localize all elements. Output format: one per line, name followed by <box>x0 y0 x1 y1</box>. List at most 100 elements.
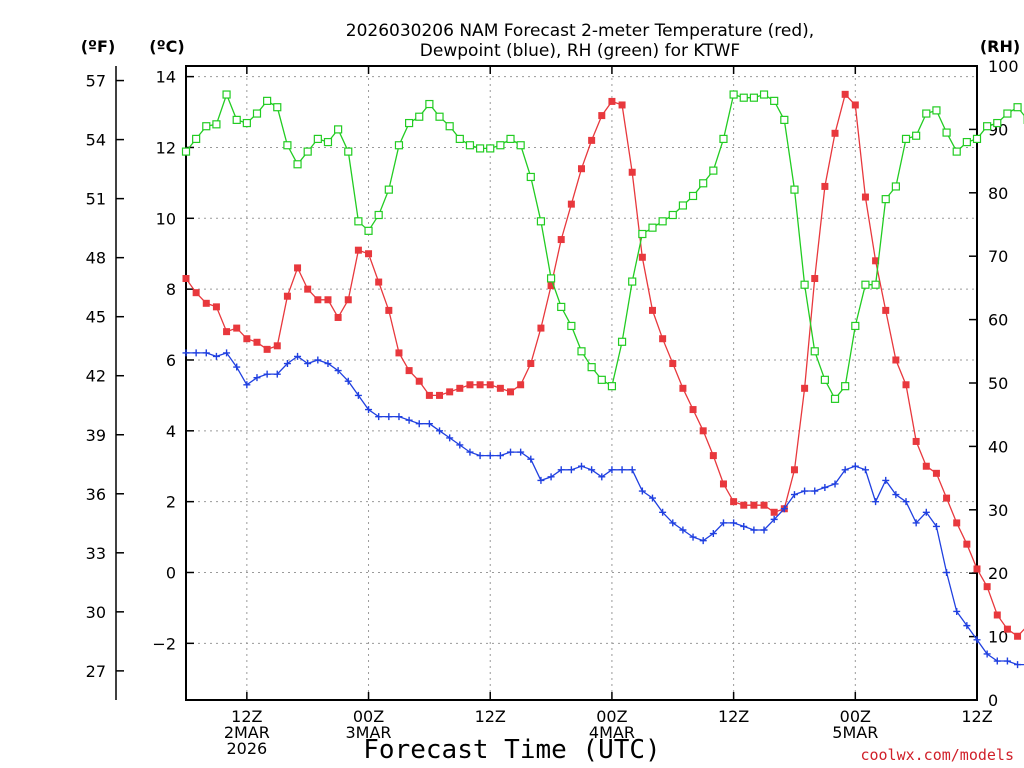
dewpoint-point <box>628 466 636 474</box>
temperature-point <box>243 335 251 343</box>
rh-point <box>993 118 1002 128</box>
rh-point <box>384 185 393 194</box>
temperature-point <box>283 292 291 300</box>
rh-point <box>202 122 211 131</box>
x-tick-label: 00Z <box>840 707 871 726</box>
dewpoint-point <box>648 494 656 502</box>
dewpoint-point <box>263 370 271 378</box>
temperature-point <box>659 335 667 343</box>
rh-point <box>709 166 718 175</box>
temperature-point <box>983 583 991 591</box>
chart-title-line2: Dewpoint (blue), RH (green) for KTWF <box>420 41 740 61</box>
temperature-point <box>405 367 413 375</box>
temperature-point <box>902 381 910 389</box>
series-layer <box>181 90 1024 669</box>
rh-point <box>526 172 535 182</box>
dewpoint-point <box>365 406 373 414</box>
temperature-point <box>314 296 322 304</box>
dewpoint-point <box>801 487 809 495</box>
rh-point <box>212 120 221 129</box>
dewpoint-point <box>983 650 991 658</box>
dewpoint-point <box>709 530 717 538</box>
celsius-axis-unit: (ºC) <box>149 37 184 56</box>
celsius-tick-label: −2 <box>152 634 176 653</box>
rh-tick-label: 40 <box>988 437 1008 456</box>
temperature-point <box>1003 625 1011 633</box>
temperature-point <box>943 494 951 502</box>
rh-point <box>546 274 556 283</box>
dewpoint-point <box>547 473 555 481</box>
celsius-tick-label: 0 <box>166 563 176 582</box>
temperature-point <box>527 360 535 368</box>
rh-point <box>242 118 251 128</box>
rh-point <box>273 103 282 112</box>
celsius-tick-label: 12 <box>156 138 176 157</box>
temperature-point <box>953 519 961 527</box>
dewpoint-point <box>912 519 920 527</box>
dewpoint-point <box>314 356 322 364</box>
rh-point <box>222 90 231 99</box>
dewpoint-point <box>689 533 697 541</box>
dewpoint-point <box>476 452 484 460</box>
dewpoint-point <box>861 466 869 474</box>
temperature-point <box>324 296 332 304</box>
temperature-point <box>415 377 423 385</box>
rh-point <box>962 137 971 147</box>
temperature-point <box>628 168 636 176</box>
dewpoint-point <box>486 452 494 460</box>
temperature-point <box>517 381 525 389</box>
rh-tick-label: 90 <box>988 120 1008 139</box>
temperature-point <box>608 97 616 105</box>
dewpoint-point <box>1003 657 1011 665</box>
rh-tick-label: 60 <box>988 311 1008 330</box>
temperature-point <box>790 466 798 474</box>
dewpoint-point <box>902 498 910 506</box>
temperature-point <box>679 384 687 392</box>
rh-point <box>232 115 241 124</box>
rh-point <box>942 128 951 137</box>
temperature-point <box>344 296 352 304</box>
dewpoint-point <box>932 522 940 530</box>
rh-point <box>374 210 383 220</box>
rh-point <box>323 137 333 147</box>
dewpoint-point <box>750 526 758 534</box>
temperature-point <box>912 437 920 445</box>
x-tick-label: 00Z <box>353 707 384 726</box>
rh-tick-label: 70 <box>988 247 1008 266</box>
dewpoint-point <box>882 476 890 484</box>
fahrenheit-tick-label: 42 <box>86 367 106 386</box>
rh-point <box>263 96 272 105</box>
fahrenheit-tick-label: 57 <box>86 72 106 91</box>
temperature-point <box>750 501 758 509</box>
dewpoint-point <box>598 473 606 481</box>
temperature-point <box>882 306 890 314</box>
temperature-point <box>638 253 646 261</box>
rh-point <box>496 141 505 150</box>
dewpoint-point <box>790 491 798 499</box>
plot-frame <box>185 65 978 701</box>
rh-point <box>780 115 789 124</box>
dewpoint-point <box>618 466 626 474</box>
fahrenheit-tick-label: 39 <box>86 426 106 445</box>
dewpoint-point <box>233 363 241 371</box>
rh-point <box>516 141 525 150</box>
dewpoint-point <box>212 352 220 360</box>
x-tick-label: 4MAR <box>589 723 635 742</box>
dewpoint-point <box>770 515 778 523</box>
rh-line <box>185 92 1024 401</box>
rh-point <box>861 280 870 289</box>
dewpoint-point <box>567 466 575 474</box>
rh-point <box>922 109 931 118</box>
dewpoint-point <box>922 508 930 516</box>
rh-point <box>445 122 454 131</box>
dewpoint-point <box>821 483 829 491</box>
x-tick-label: 12Z <box>475 707 506 726</box>
temperature-point <box>263 345 271 353</box>
rh-point <box>415 112 424 121</box>
temperature-point <box>365 250 373 258</box>
dewpoint-point <box>375 413 383 421</box>
rh-point <box>465 141 475 150</box>
temperature-point <box>304 285 312 293</box>
temperature-point <box>892 356 900 364</box>
